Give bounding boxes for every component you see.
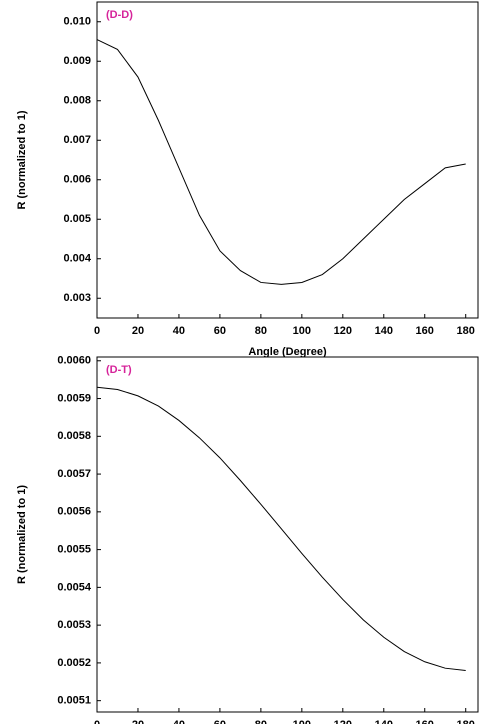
y-tick-label: 0.0057 bbox=[57, 468, 91, 480]
y-axis-label: R (normalized to 1) bbox=[16, 485, 28, 584]
x-tick-label: 20 bbox=[132, 719, 144, 724]
x-tick-label: 160 bbox=[416, 325, 434, 337]
plot-frame bbox=[96, 1, 479, 319]
x-tick-label: 180 bbox=[457, 325, 475, 337]
x-tick-label: 100 bbox=[293, 325, 311, 337]
y-tick-label: 0.0052 bbox=[57, 657, 91, 669]
y-tick-label: 0.0058 bbox=[57, 430, 91, 442]
line-series bbox=[96, 39, 466, 285]
y-tick-label: 0.006 bbox=[63, 174, 91, 186]
y-tick-label: 0.007 bbox=[63, 134, 91, 146]
y-tick-label: 0.004 bbox=[63, 253, 91, 265]
plot-frame bbox=[96, 356, 479, 713]
x-tick-label: 80 bbox=[255, 719, 267, 724]
x-tick-label: 120 bbox=[334, 719, 352, 724]
y-tick-label: 0.003 bbox=[63, 292, 91, 304]
y-tick-label: 0.0059 bbox=[57, 392, 91, 404]
y-axis-label: R (normalized to 1) bbox=[16, 110, 28, 209]
y-tick-label: 0.0060 bbox=[57, 355, 91, 367]
x-tick-label: 20 bbox=[132, 325, 144, 337]
x-tick-label: 40 bbox=[173, 719, 185, 724]
y-tick-label: 0.0054 bbox=[57, 581, 92, 593]
x-tick-label: 0 bbox=[94, 325, 100, 337]
y-tick-label: 0.008 bbox=[63, 95, 91, 107]
x-tick-label: 0 bbox=[94, 719, 100, 724]
x-tick-label: 100 bbox=[293, 719, 311, 724]
y-tick-label: 0.0055 bbox=[57, 544, 91, 556]
y-tick-label: 0.0051 bbox=[57, 695, 91, 707]
x-tick-label: 140 bbox=[375, 719, 393, 724]
y-tick-label: 0.0056 bbox=[57, 506, 91, 518]
x-tick-label: 60 bbox=[214, 325, 226, 337]
x-tick-label: 140 bbox=[375, 325, 393, 337]
x-tick-label: 180 bbox=[457, 719, 475, 724]
y-tick-label: 0.009 bbox=[63, 55, 91, 67]
x-tick-label: 40 bbox=[173, 325, 185, 337]
annotation: (D-T) bbox=[106, 364, 132, 376]
x-tick-label: 80 bbox=[255, 325, 267, 337]
y-tick-label: 0.010 bbox=[63, 16, 91, 28]
y-tick-label: 0.0053 bbox=[57, 619, 91, 631]
x-tick-label: 120 bbox=[334, 325, 352, 337]
x-tick-label: 60 bbox=[214, 719, 226, 724]
y-tick-label: 0.005 bbox=[63, 213, 91, 225]
line-series bbox=[96, 386, 466, 671]
annotation: (D-D) bbox=[106, 9, 133, 21]
x-axis-label: Angle (Degree) bbox=[248, 346, 327, 358]
x-tick-label: 160 bbox=[416, 719, 434, 724]
